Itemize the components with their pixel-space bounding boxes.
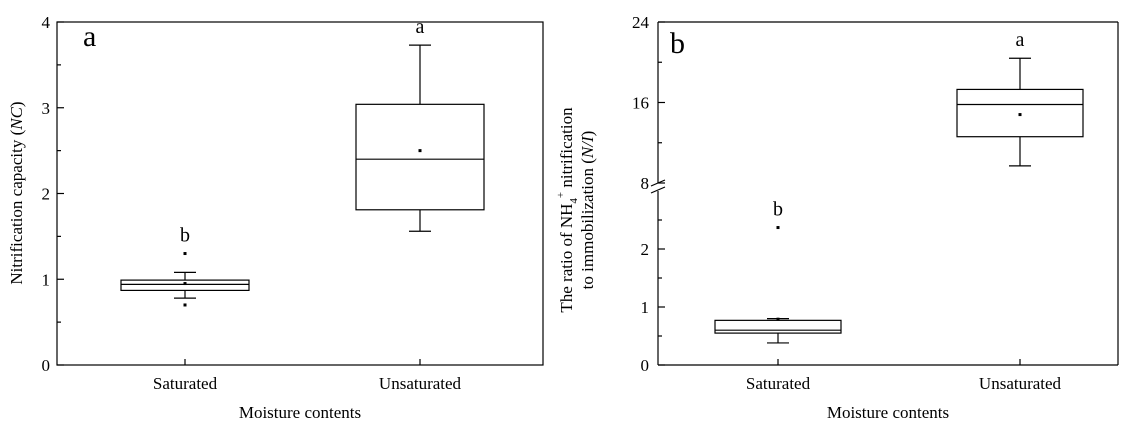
y-tick-label: 2 — [641, 240, 650, 259]
box-mean-marker — [776, 317, 780, 321]
panel-a-xlabel: Moisture contents — [239, 403, 361, 422]
outlier-point — [776, 226, 780, 230]
box-iqr — [355, 103, 485, 211]
panel-b-ylabel-line1: The ratio of NH4+ nitrification — [555, 107, 580, 313]
panel-b-xlabel: Moisture contents — [827, 403, 949, 422]
box-mean-marker — [183, 282, 187, 286]
significance-letter: a — [1016, 29, 1025, 51]
y-tick-label: 24 — [632, 13, 650, 32]
y-tick-label: 1 — [42, 270, 51, 289]
x-tick-label: Unsaturated — [979, 374, 1062, 393]
outlier-point — [183, 252, 187, 256]
panel-a-ylabel: Nitrification capacity (NC) — [7, 101, 26, 284]
panel-b: b The ratio of NH4+ nitrification to imm… — [555, 13, 1119, 422]
box-mean-marker — [418, 149, 422, 153]
x-tick-label: Unsaturated — [379, 374, 462, 393]
y-tick-label: 4 — [42, 13, 51, 32]
panel-b-ylabel-line2: to immobilization (N/I) — [578, 131, 597, 290]
panel-a-frame — [56, 21, 544, 366]
box-iqr — [714, 319, 842, 334]
significance-letter: a — [416, 16, 425, 38]
panel-a: a Nitrification capacity (NC) Moisture c… — [7, 13, 544, 422]
box-iqr — [956, 88, 1084, 138]
significance-letter: b — [180, 225, 190, 247]
significance-letter: b — [773, 199, 783, 221]
y-tick-label: 2 — [42, 185, 51, 204]
y-tick-label: 0 — [641, 356, 650, 375]
y-tick-label: 1 — [641, 298, 650, 317]
y-tick-label: 8 — [641, 174, 650, 193]
panel-b-axis-break-mark — [650, 186, 666, 194]
x-tick-label: Saturated — [746, 374, 811, 393]
box-iqr — [120, 279, 250, 291]
x-tick-label: Saturated — [153, 374, 218, 393]
y-tick-label: 3 — [42, 99, 51, 118]
panel-b-letter: b — [670, 27, 685, 60]
y-tick-label: 16 — [632, 94, 649, 113]
panel-a-letter: a — [83, 20, 96, 53]
y-tick-label: 0 — [42, 356, 51, 375]
outlier-point — [183, 303, 187, 307]
box-mean-marker — [1018, 113, 1022, 117]
